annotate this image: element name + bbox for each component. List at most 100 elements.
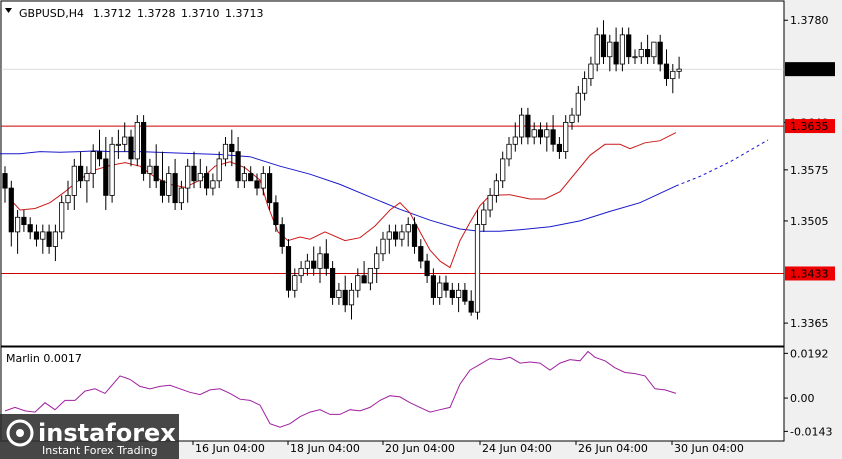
candle <box>128 129 134 167</box>
logo-brand: instaforex <box>38 419 176 447</box>
candle-body <box>405 224 411 233</box>
price-tick-label: 1.3365 <box>790 317 829 330</box>
candle-body <box>563 122 569 153</box>
dropdown-triangle-icon[interactable] <box>5 8 12 13</box>
candle <box>550 115 556 152</box>
candle <box>172 158 178 210</box>
candle-body <box>336 289 342 298</box>
candle-body <box>210 180 216 189</box>
candle <box>531 122 537 145</box>
candle-body <box>197 173 203 182</box>
candle-body <box>90 151 96 174</box>
candle-body <box>216 158 222 182</box>
candle <box>185 158 191 203</box>
candle <box>40 224 46 254</box>
symbol-label: GBPUSD,H4 <box>19 7 84 20</box>
candle-body <box>27 224 33 233</box>
candle <box>323 239 329 276</box>
candle <box>676 56 682 79</box>
candle <box>191 151 197 189</box>
candle-body <box>8 187 14 233</box>
candle <box>103 137 109 210</box>
candle <box>367 267 374 291</box>
candle-body <box>487 194 493 211</box>
candle <box>178 180 184 210</box>
candle <box>386 224 392 254</box>
candle <box>298 261 304 283</box>
price-tick-label: 1.3575 <box>790 164 829 177</box>
candle <box>266 166 273 210</box>
candle-body <box>203 173 210 189</box>
candle <box>607 34 613 72</box>
candle <box>626 27 632 65</box>
candle-body <box>626 34 632 58</box>
candle-body <box>140 122 147 174</box>
candle-body <box>115 143 121 146</box>
close-price: 1.3713 <box>225 7 264 20</box>
candle-body <box>519 114 525 138</box>
candle <box>2 166 8 203</box>
candle <box>273 195 279 232</box>
chart-header: GBPUSD,H4 1.3712 1.3728 1.3710 1.3713 <box>5 7 264 20</box>
candle-body <box>172 173 178 204</box>
candle <box>52 224 59 262</box>
candle <box>399 224 405 247</box>
candle <box>645 34 651 65</box>
candle <box>443 275 449 298</box>
candle-body <box>285 246 292 291</box>
candle-body <box>348 289 355 306</box>
candle <box>254 173 260 196</box>
candle-body <box>474 224 481 313</box>
candle <box>78 151 84 189</box>
candle-body <box>59 202 65 233</box>
candle <box>229 129 235 167</box>
candle-body <box>569 114 575 123</box>
candle <box>285 239 292 298</box>
candle <box>147 158 153 189</box>
candle <box>8 180 14 247</box>
candle <box>134 115 140 167</box>
candle <box>33 224 40 247</box>
candle <box>361 261 367 284</box>
time-axis: 16 Jun 04:00 18 Jun 04:00 20 Jun 04:00 24 J… <box>192 441 744 455</box>
candle <box>109 137 115 203</box>
candle-body <box>311 260 317 269</box>
candle-body <box>248 173 254 182</box>
candle <box>588 56 594 86</box>
candle <box>197 158 203 189</box>
candle <box>292 268 298 298</box>
candle <box>544 122 550 152</box>
candle-body <box>645 49 651 58</box>
level-badge-label: 1.3433 <box>790 267 829 280</box>
candle <box>405 217 411 247</box>
candle <box>166 166 172 203</box>
candle-body <box>166 173 172 196</box>
price-tick-label: 1.3780 <box>790 14 829 27</box>
candle <box>380 231 386 262</box>
candle-body <box>537 129 544 138</box>
candle-body <box>600 34 607 58</box>
candle-body <box>2 173 8 189</box>
candle <box>216 151 222 189</box>
candle-body <box>222 143 229 160</box>
candle <box>449 282 455 305</box>
candle-body <box>638 49 644 58</box>
candle <box>348 282 355 320</box>
candle-body <box>342 289 348 306</box>
candle <box>203 166 210 196</box>
candle-body <box>544 129 550 138</box>
blue-ma-projection <box>675 139 769 187</box>
candle-body <box>607 41 613 58</box>
candle-body <box>380 238 386 255</box>
candle-body <box>122 136 128 145</box>
candle-body <box>235 151 241 182</box>
candle-body <box>468 300 474 313</box>
candle-body <box>619 34 626 65</box>
low-price: 1.3710 <box>181 7 220 20</box>
horizontal-levels <box>1 68 784 274</box>
candle <box>500 151 506 189</box>
candle-body <box>147 165 153 174</box>
candle <box>575 85 581 123</box>
candle-body <box>153 165 159 182</box>
